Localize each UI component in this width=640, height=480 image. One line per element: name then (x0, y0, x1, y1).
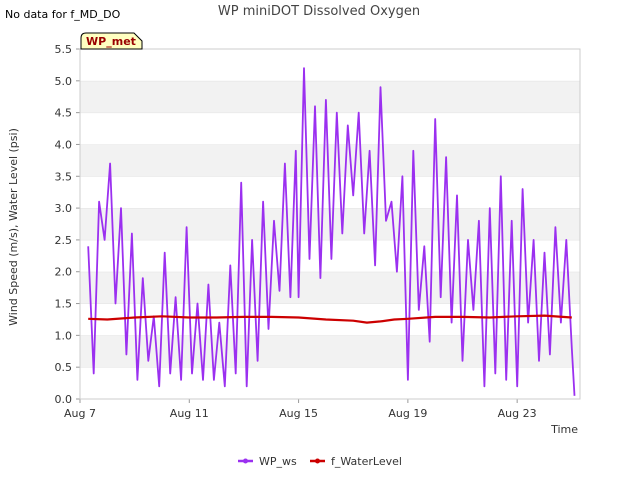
station-badge: WP_met (80, 32, 143, 50)
x-axis-ticks: Aug 7 Aug 11 Aug 15 Aug 19 Aug 23 (64, 399, 537, 420)
badge-shape (80, 32, 143, 50)
y-tick-label: 0.0 (55, 393, 73, 406)
legend-label-f-waterlevel: f_WaterLevel (331, 455, 402, 468)
grid-band (80, 239, 580, 272)
grid-band (80, 271, 580, 304)
series-line-wp-ws (87, 67, 576, 396)
y-tick-label: 3.5 (55, 170, 73, 183)
y-tick-label: 4.5 (55, 107, 73, 120)
y-tick-label: 4.0 (55, 138, 73, 151)
plot-frame (79, 48, 581, 400)
y-tick-label: 2.5 (55, 234, 73, 247)
legend-label-wp-ws: WP_ws (259, 455, 297, 468)
legend-marker-wp-ws (243, 458, 248, 464)
legend-item-f-waterlevel[interactable]: f_WaterLevel (310, 455, 402, 468)
badge-label: WP_met (86, 35, 136, 48)
y-tick-label: 1.5 (55, 298, 73, 311)
x-tick-label: Aug 23 (498, 407, 537, 420)
grid-band (80, 49, 580, 81)
y-tick-label: 2.0 (55, 266, 73, 279)
legend: WP_ws f_WaterLevel (238, 455, 402, 468)
x-tick-label: Aug 11 (170, 407, 209, 420)
x-tick-label: Aug 7 (64, 407, 96, 420)
legend-marker-f-waterlevel (315, 458, 320, 464)
y-axis-ticks: 0.0 0.5 1.0 1.5 2.0 2.5 3.0 3.5 4.0 4.5 5.0 5.5 (55, 43, 80, 406)
no-data-note: No data for f_MD_DO (5, 8, 121, 21)
x-tick-label: Aug 19 (388, 407, 427, 420)
x-axis-label: Time (550, 423, 578, 436)
y-tick-label: 0.5 (55, 361, 73, 374)
grid-band (80, 367, 580, 399)
y-tick-label: 3.0 (55, 202, 73, 215)
legend-item-wp-ws[interactable]: WP_ws (238, 455, 297, 468)
y-tick-label: 1.0 (55, 329, 73, 342)
y-tick-label: 5.5 (55, 43, 73, 56)
grid-band (80, 112, 580, 145)
series-line-f-waterlevel (88, 314, 572, 324)
grid-band (80, 80, 580, 113)
grid-band (80, 144, 580, 177)
series-layer (87, 67, 576, 396)
y-axis-label: Wind Speed (m/s), Water Level (psi) (7, 128, 20, 326)
chart-title: WP miniDOT Dissolved Oxygen (218, 4, 420, 19)
y-tick-label: 5.0 (55, 75, 73, 88)
x-tick-label: Aug 15 (279, 407, 318, 420)
